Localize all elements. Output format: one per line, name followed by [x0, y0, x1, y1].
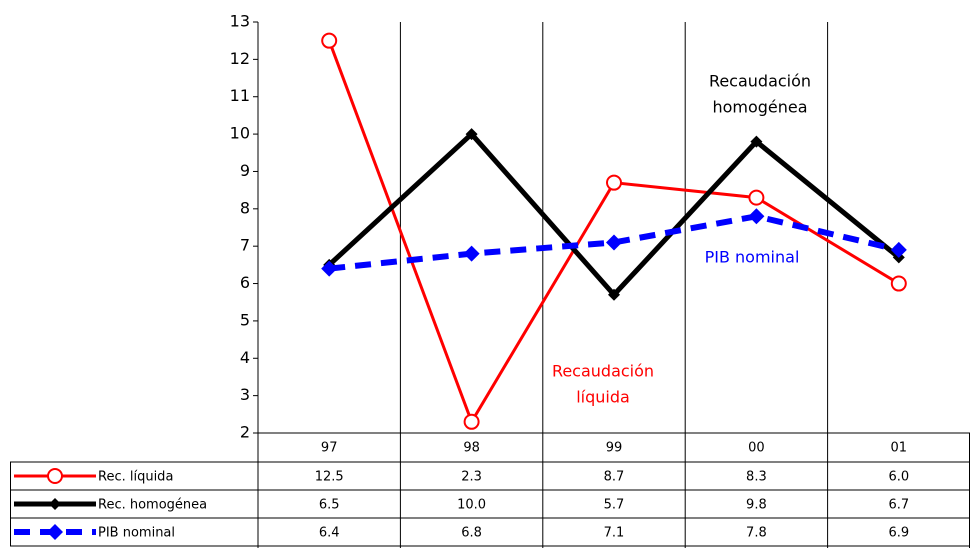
x-tick-label: 97 — [321, 441, 338, 456]
y-tick-label: 10 — [230, 124, 250, 143]
table-value: 8.3 — [746, 470, 767, 485]
table-value: 9.8 — [746, 498, 767, 513]
point — [463, 245, 480, 262]
x-tick-label: 98 — [463, 441, 480, 456]
point — [748, 189, 765, 206]
y-tick-label: 2 — [240, 423, 250, 442]
point — [750, 135, 763, 148]
annotation: homogénea — [712, 98, 807, 117]
point — [321, 32, 338, 49]
y-tick-label: 12 — [230, 49, 250, 68]
table-value: 2.3 — [461, 470, 482, 485]
annotation: PIB nominal — [705, 248, 800, 267]
point — [606, 174, 622, 191]
x-tick-label: 00 — [748, 441, 765, 456]
annotation: Recaudación — [552, 362, 654, 381]
point — [465, 128, 478, 141]
annotation: Recaudación — [709, 72, 811, 91]
table-value: 7.8 — [746, 526, 767, 541]
y-tick-label: 9 — [240, 161, 250, 180]
legend-label: Rec. homogénea — [98, 498, 207, 513]
x-tick-label: 99 — [606, 441, 623, 456]
annotation: líquida — [576, 388, 630, 407]
point — [608, 288, 620, 301]
table-value: 8.7 — [604, 470, 625, 485]
y-tick-label: 5 — [240, 310, 250, 329]
y-tick-label: 6 — [240, 273, 250, 292]
point — [748, 208, 765, 225]
legend-marker — [47, 468, 63, 484]
table-value: 5.7 — [604, 498, 625, 513]
point — [890, 241, 907, 258]
table-value: 6.4 — [319, 526, 340, 541]
table-value: 10.0 — [457, 498, 486, 513]
point — [890, 275, 907, 292]
point — [463, 413, 480, 430]
table-value: 12.5 — [315, 470, 344, 485]
table-value: 6.7 — [888, 498, 909, 513]
point — [606, 234, 622, 251]
y-tick-label: 13 — [230, 12, 250, 31]
legend-marker — [47, 524, 63, 540]
y-tick-label: 11 — [230, 86, 250, 105]
point — [321, 260, 338, 277]
y-tick-label: 3 — [240, 385, 250, 404]
x-tick-label: 01 — [891, 441, 908, 456]
table-value: 6.8 — [461, 526, 482, 541]
legend-marker — [49, 498, 61, 510]
legend-label: PIB nominal — [98, 526, 175, 541]
y-tick-label: 8 — [240, 198, 250, 217]
table-value: 6.9 — [888, 526, 909, 541]
table-value: 6.0 — [888, 470, 909, 485]
legend-label: Rec. líquida — [98, 470, 173, 485]
table-value: 6.5 — [319, 498, 340, 513]
table-value: 7.1 — [604, 526, 625, 541]
y-tick-label: 7 — [240, 236, 250, 255]
y-tick-label: 4 — [240, 348, 250, 367]
